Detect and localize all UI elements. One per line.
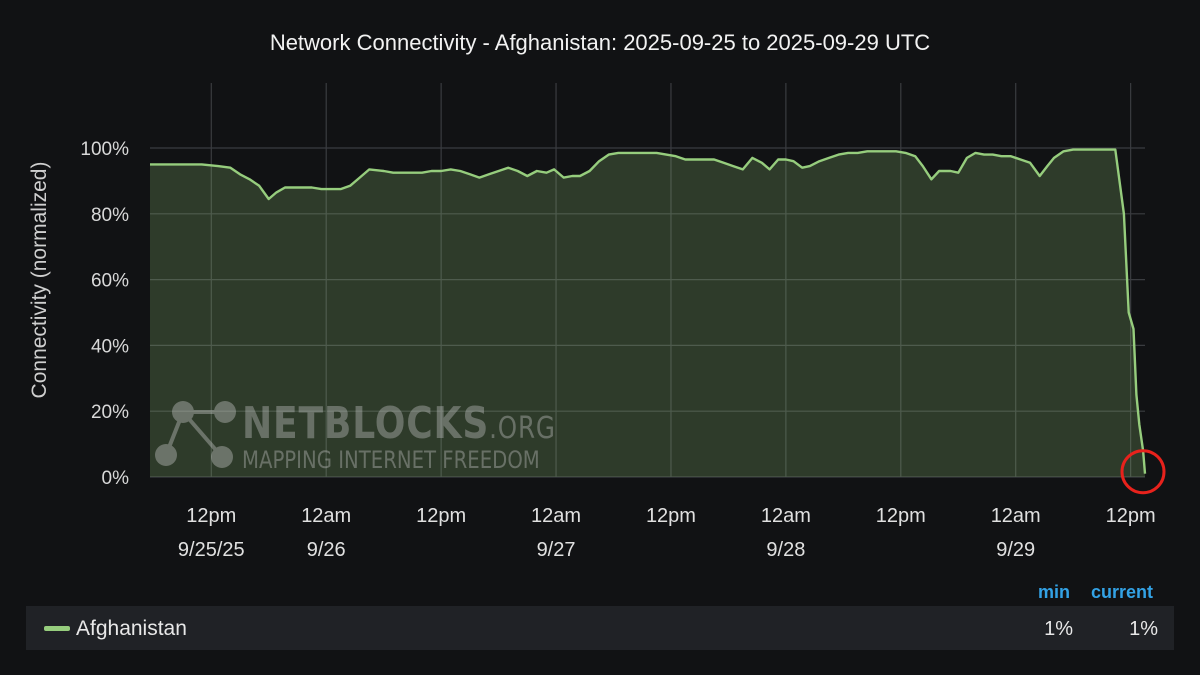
legend-series-name[interactable]: Afghanistan [76,617,187,640]
watermark-tagline: MAPPING INTERNET FREEDOM [242,446,540,474]
y-tick-label: 80% [91,205,129,226]
y-tick-label: 100% [80,139,129,160]
x-tick-labels: 12pm 9/25/25 12am 9/26 12pm 12am 9/27 12pm 12am 9… [178,505,1156,561]
legend-current-value: 1% [1129,618,1158,640]
x-tick-label: 12am [991,505,1041,527]
series-area [150,149,1145,477]
x-tick-label: 12pm [1106,505,1156,527]
series-area-fill [150,149,1145,477]
y-tick-labels: 100% 80% 60% 40% 20% 0% [80,139,129,489]
watermark-brand: NETBLOCKS.ORG [242,398,556,449]
grid-lines [150,83,1145,478]
x-tick-date-label: 9/28 [766,539,805,561]
x-tick-date-label: 9/29 [996,539,1035,561]
x-tick-date-label: 9/26 [307,539,346,561]
x-tick-label: 12pm [416,505,466,527]
y-tick-label: 60% [91,271,129,292]
chart-title: Network Connectivity - Afghanistan: 2025… [269,30,931,55]
x-tick-label: 12am [761,505,811,527]
series-line-path [150,148,1147,474]
legend-min-value: 1% [1044,618,1073,640]
highlight-circle [1120,449,1166,495]
y-tick-label: 20% [91,402,129,423]
x-tick-date-label: 9/27 [537,539,576,561]
x-tick-label: 12pm [186,505,236,527]
x-tick-label: 12pm [646,505,696,527]
legend-header-min[interactable]: min [1038,582,1071,602]
legend-swatch [44,626,70,631]
series-line [150,148,1147,474]
x-tick-label: 12pm [876,505,926,527]
y-tick-label: 0% [102,468,130,489]
legend-header-current[interactable]: current [1091,582,1154,602]
x-tick-date-label: 9/25/25 [178,539,245,561]
x-tick-label: 12am [301,505,351,527]
netblocks-logo-icon [155,401,236,468]
y-tick-label: 40% [91,336,129,357]
current-value-highlight [1120,449,1166,495]
x-tick-label: 12am [531,505,581,527]
legend-row[interactable]: Afghanistan 1% 1% [26,606,1174,650]
